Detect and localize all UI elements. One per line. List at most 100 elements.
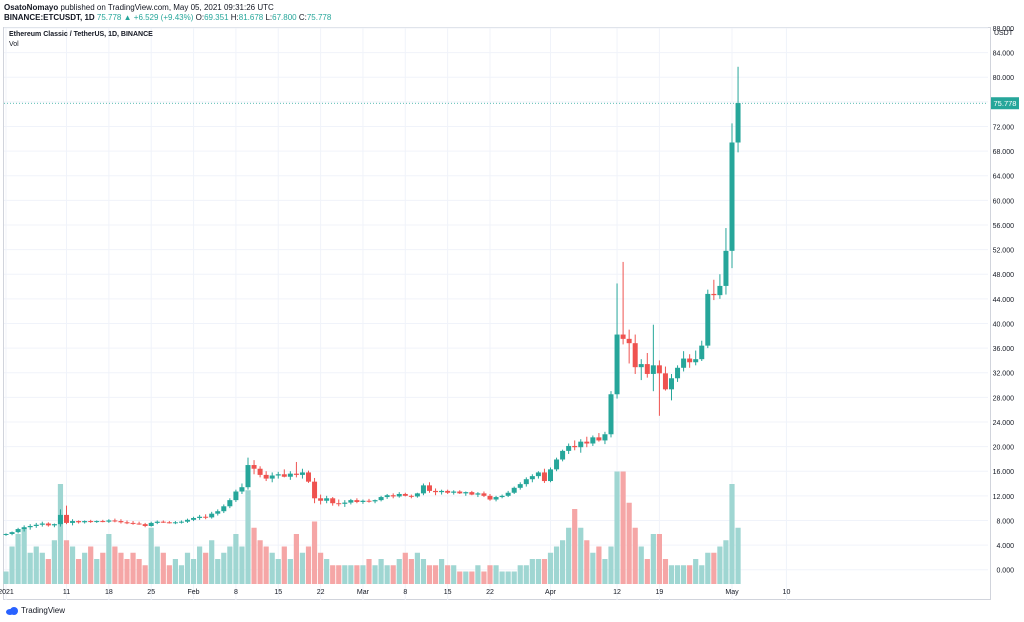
volume-bar [402,552,408,584]
candle-body [541,472,547,482]
x-tick-label: 22 [317,589,325,596]
y-tick-label: 72.000 [993,124,1015,131]
candle-body [9,532,15,534]
candle-body [650,365,656,374]
candle-body [366,500,372,502]
x-tick-label: Feb [188,589,200,596]
y-tick-label: 52.000 [993,248,1015,255]
volume-bar [27,552,33,584]
candle-body [687,358,693,363]
volume-bar [681,565,687,584]
candle-body [209,513,215,518]
volume-bar [590,552,596,584]
y-tick-label: 24.000 [993,420,1015,427]
candle-body [602,434,608,441]
candle-body [39,523,45,525]
volume-bar [281,546,287,584]
volume-bar [668,565,675,584]
candle-body [27,525,33,528]
candle-body [402,493,408,496]
candle-body [729,142,735,251]
candle-body [644,364,650,374]
candle-body [82,521,88,523]
volume-bar [263,546,269,584]
publisher-name[interactable]: OsatoNomayo [4,3,59,12]
candle-body [578,441,584,448]
y-tick-label: 84.000 [993,51,1015,58]
candle-body [723,250,729,286]
volume-bar [57,484,64,584]
volume-bar [318,552,324,584]
volume-bar [15,534,21,584]
volume-bar [608,546,614,584]
candle-body [632,343,638,368]
candle-body [590,437,596,444]
volume-bar [21,527,27,584]
high-label: H: [230,13,239,22]
candle-body [554,459,560,470]
candle-body [251,465,257,469]
volume-bar [3,571,9,584]
volume-bar [257,540,263,584]
volume-bar [463,571,469,584]
volume-bar [63,540,70,584]
volume-bar [221,552,227,584]
candle-body [239,487,245,492]
volume-legend: Vol [9,41,19,48]
candle-body [705,293,711,346]
candle-body [166,522,172,524]
volume-bar [360,565,366,584]
candle-body [191,517,197,520]
candle-body [675,367,681,379]
candle-body [197,516,203,518]
volume-bar [275,559,281,584]
volume-bar [311,521,318,584]
volume-bar [420,559,427,584]
volume-bar [172,559,178,584]
candle-body [130,522,136,524]
volume-bar [136,559,142,584]
volume-bar [215,559,221,584]
open-label: O: [195,13,205,22]
tradingview-logo[interactable]: TradingView [6,606,65,615]
volume-bar [614,471,620,584]
candle-body [178,521,184,523]
volume-bar [251,527,257,584]
candle-body [487,495,493,500]
x-tick-label: 22 [486,589,494,596]
candle-body [318,498,324,501]
volume-bar [124,559,130,584]
volume-bar [638,546,644,584]
candle-body [656,365,662,374]
volume-bar [729,484,735,584]
tradingview-cloud-icon [6,606,18,615]
open-value: 69.351 [204,13,229,22]
candle-body [433,490,439,493]
candle-body [312,481,318,499]
candle-body [233,491,239,501]
volume-bar [439,559,445,584]
volume-bar [384,565,390,584]
high-value: 81.678 [238,13,264,22]
candle-body [70,521,76,523]
volume-bar [142,565,148,584]
candle-body [3,533,9,535]
volume-bar [39,552,45,584]
candle-body [124,522,130,524]
y-tick-label: 0.000 [996,568,1014,575]
volume-bar [620,471,626,584]
symbol-name: BINANCE:ETCUSDT, 1D [4,13,95,22]
volume-bar [299,552,306,584]
y-tick-label: 8.000 [996,518,1014,525]
x-tick-label: 12 [613,589,621,596]
candle-body [626,338,632,344]
candle-body [94,521,100,523]
volume-bar [662,559,669,584]
low-label: L: [265,13,273,22]
candle-body [215,511,221,514]
candle-body [221,506,227,512]
volume-bar [523,565,529,584]
candle-body [481,493,487,496]
candle-body [669,378,674,390]
